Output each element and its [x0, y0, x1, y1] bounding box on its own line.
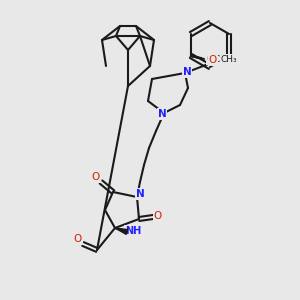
Text: O: O [92, 172, 100, 182]
Text: O: O [74, 234, 82, 244]
Text: N: N [183, 67, 191, 77]
Text: O: O [207, 54, 215, 64]
Text: O: O [209, 55, 217, 65]
Text: CH₃: CH₃ [220, 55, 237, 64]
Text: O: O [154, 211, 162, 221]
Text: NH: NH [125, 226, 141, 236]
Text: N: N [158, 109, 166, 119]
Polygon shape [115, 228, 128, 234]
Text: CH₃: CH₃ [214, 55, 230, 64]
Text: N: N [136, 189, 144, 199]
